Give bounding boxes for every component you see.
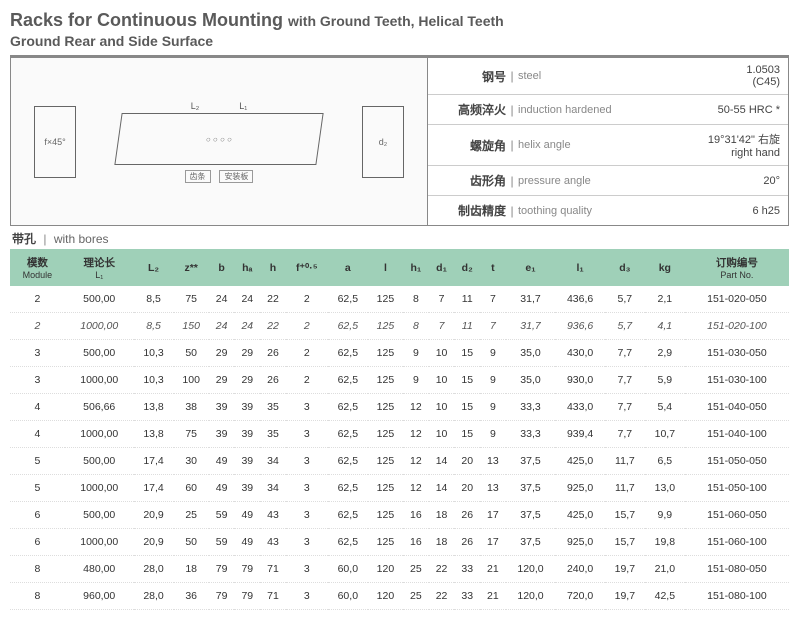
- table-row: 21000,008,5150242422262,51258711731,7936…: [10, 313, 789, 340]
- page-subtitle: Ground Rear and Side Surface: [10, 33, 789, 49]
- col-header: d₃: [605, 249, 645, 286]
- diagram-rack-top: ○ ○ ○ ○: [114, 113, 323, 165]
- table-row: 51000,0017,460493934362,51251214201337,5…: [10, 475, 789, 502]
- page-title: Racks for Continuous Mounting with Groun…: [10, 10, 789, 31]
- col-header: t: [480, 249, 506, 286]
- table-row: 3500,0010,350292926262,512591015935,0430…: [10, 340, 789, 367]
- spec-zone: f×45° L₂ L₁ ○ ○ ○ ○ 齿条 安装板 d₂: [10, 57, 789, 226]
- technical-diagram: f×45° L₂ L₁ ○ ○ ○ ○ 齿条 安装板 d₂: [11, 58, 427, 225]
- data-table: 模数Module理论长L₁L₂z**bhₐhf⁺⁰·⁵alh₁d₁d₂te₁l₁…: [10, 249, 789, 610]
- col-header: 模数Module: [10, 249, 65, 286]
- col-header: e₁: [506, 249, 556, 286]
- table-caption: 带孔 | with bores: [12, 230, 789, 247]
- col-header: l: [368, 249, 403, 286]
- col-header: d₁: [429, 249, 455, 286]
- col-header: z**: [174, 249, 209, 286]
- spec-row: 钢号|steel1.0503 (C45): [428, 58, 788, 95]
- col-header: h: [260, 249, 286, 286]
- col-header: h₁: [403, 249, 429, 286]
- col-header: hₐ: [234, 249, 260, 286]
- spec-row: 齿形角|pressure angle20°: [428, 166, 788, 196]
- table-row: 31000,0010,3100292926262,512591015935,09…: [10, 367, 789, 394]
- col-header: f⁺⁰·⁵: [286, 249, 328, 286]
- table-row: 2500,008,575242422262,51258711731,7436,6…: [10, 286, 789, 313]
- table-row: 5500,0017,430493934362,51251214201337,54…: [10, 448, 789, 475]
- table-row: 8960,0028,036797971360,012025223321120,0…: [10, 583, 789, 610]
- col-header: l₁: [555, 249, 605, 286]
- table-body: 2500,008,575242422262,51258711731,7436,6…: [10, 286, 789, 610]
- spec-row: 制齿精度|toothing quality6 h25: [428, 196, 788, 225]
- col-header: a: [328, 249, 368, 286]
- title-sub: with Ground Teeth, Helical Teeth: [288, 13, 504, 29]
- col-header: kg: [645, 249, 685, 286]
- table-header-row: 模数Module理论长L₁L₂z**bhₐhf⁺⁰·⁵alh₁d₁d₂te₁l₁…: [10, 249, 789, 286]
- table-row: 4506,6613,838393935362,5125121015933,343…: [10, 394, 789, 421]
- spec-row: 螺旋角|helix angle19°31'42" 右旋 right hand: [428, 125, 788, 166]
- table-row: 6500,0020,925594943362,51251618261737,54…: [10, 502, 789, 529]
- diagram-section-1: f×45°: [34, 106, 76, 178]
- col-header: 理论长L₁: [65, 249, 134, 286]
- spec-table: 钢号|steel1.0503 (C45)高频淬火|induction harde…: [427, 58, 788, 225]
- col-header: 订购编号Part No.: [685, 249, 789, 286]
- table-row: 61000,0020,950594943362,51251618261737,5…: [10, 529, 789, 556]
- table-row: 41000,0013,875393935362,5125121015933,39…: [10, 421, 789, 448]
- table-row: 8480,0028,018797971360,012025223321120,0…: [10, 556, 789, 583]
- diagram-section-2: d₂: [362, 106, 404, 178]
- col-header: L₂: [134, 249, 174, 286]
- col-header: b: [209, 249, 235, 286]
- title-main: Racks for Continuous Mounting: [10, 10, 283, 30]
- spec-row: 高频淬火|induction hardened50-55 HRC *: [428, 95, 788, 125]
- col-header: d₂: [454, 249, 480, 286]
